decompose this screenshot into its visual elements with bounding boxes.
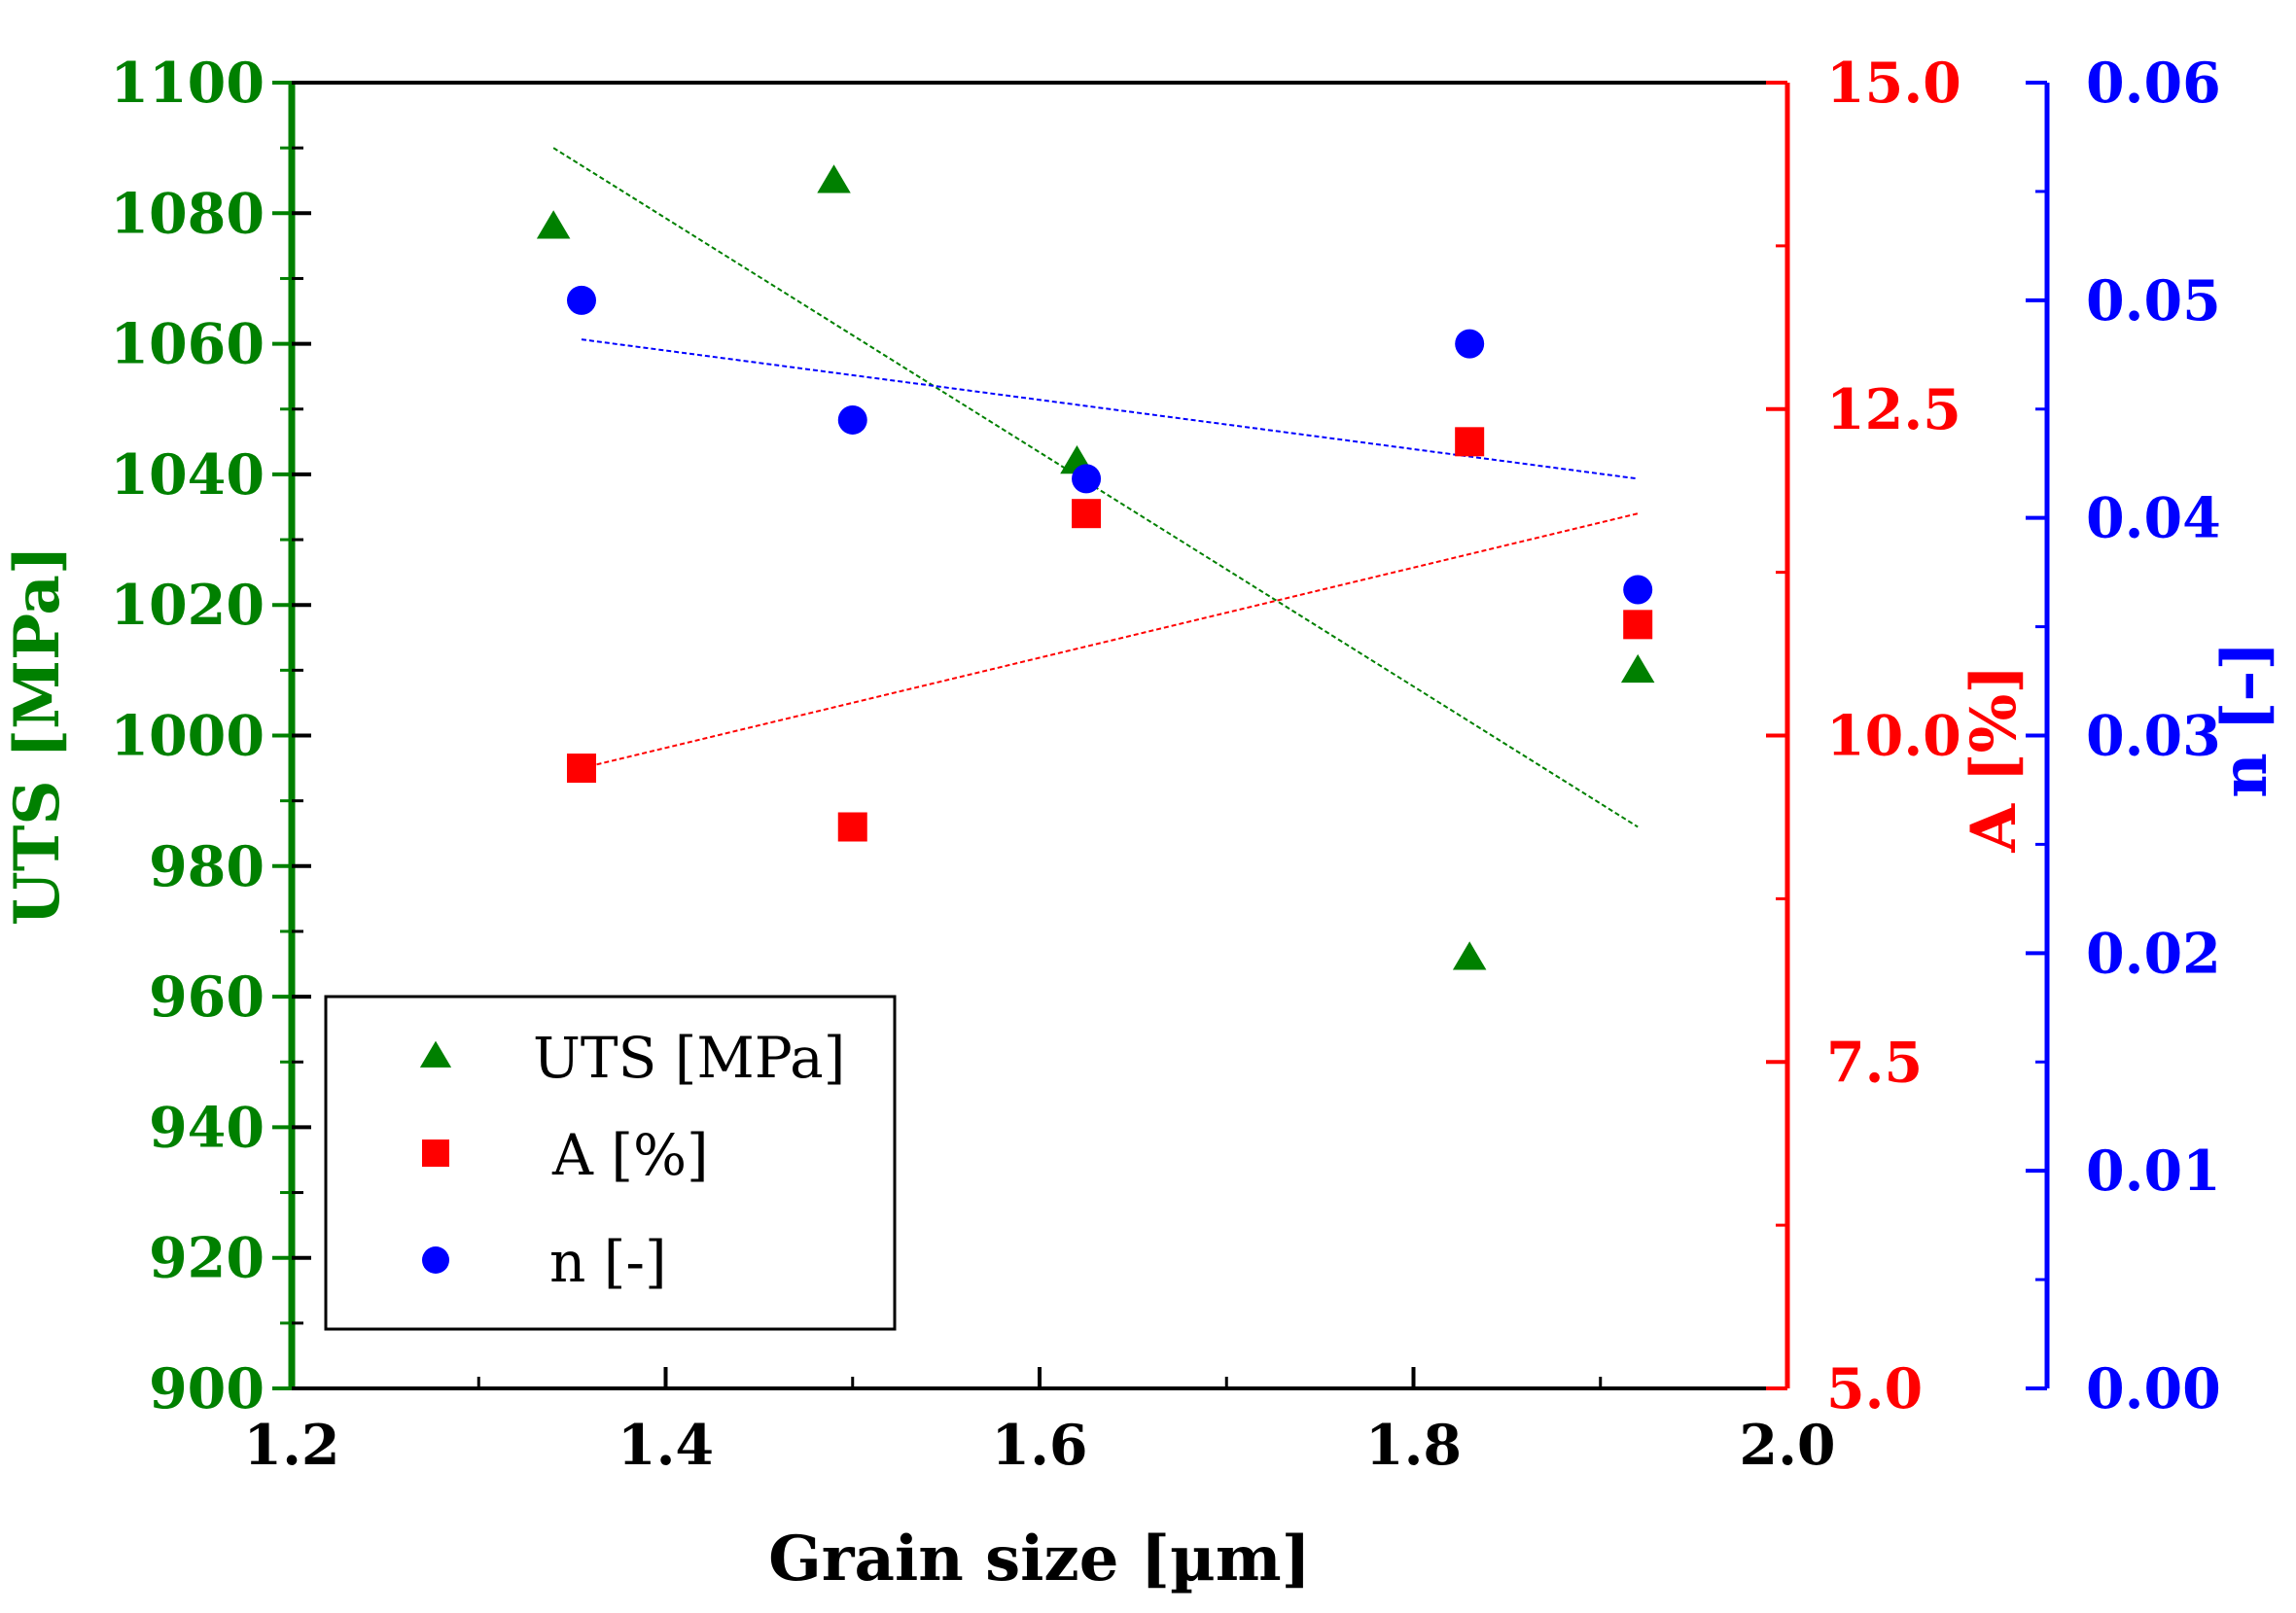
- a-tick-label: 10.0: [1826, 704, 1961, 769]
- a-point: [566, 754, 596, 784]
- uts-tick-label: 1080: [110, 181, 265, 246]
- n-tick-label: 0.03: [2086, 704, 2221, 769]
- a-point: [1072, 499, 1102, 529]
- uts-point: [1452, 941, 1487, 970]
- legend-box: [324, 995, 897, 1331]
- n-point: [1455, 329, 1485, 359]
- uts-tick-label: 940: [149, 1095, 265, 1160]
- uts-tick-label: 960: [149, 964, 265, 1030]
- uts-tick-label: 1060: [110, 312, 265, 377]
- n-point: [566, 285, 596, 315]
- legend-label: n [-]: [549, 1229, 667, 1295]
- n-tick-label: 0.06: [2086, 51, 2221, 116]
- a-tick-label: 12.5: [1826, 377, 1961, 442]
- a-point: [1623, 610, 1653, 640]
- marker-layer: [536, 164, 1655, 970]
- trend-line-n: [581, 338, 1639, 480]
- legend-label: UTS [MPa]: [533, 1025, 845, 1091]
- uts-tick-label: 920: [149, 1226, 265, 1291]
- uts-axis-title: UTS [MPa]: [1, 545, 74, 926]
- a-tick-label: 5.0: [1826, 1356, 1923, 1421]
- a-tick-label: 7.5: [1826, 1030, 1923, 1095]
- n-point: [1072, 464, 1102, 494]
- n-tick-label: 0.00: [2086, 1356, 2221, 1421]
- uts-tick-label: 1000: [110, 704, 265, 769]
- uts-point: [817, 164, 851, 193]
- x-tick-label: 1.2: [243, 1413, 339, 1478]
- uts-point: [1620, 653, 1655, 684]
- a-tick-label: 15.0: [1826, 51, 1961, 116]
- legend: UTS [MPa] A [%] n [-]: [324, 995, 897, 1331]
- legend-marker-a: [422, 1140, 449, 1167]
- x-tick-label: 1.6: [991, 1413, 1087, 1478]
- n-tick-label: 0.01: [2086, 1139, 2221, 1204]
- uts-tick-label: 900: [149, 1356, 265, 1421]
- x-tick-label: 1.8: [1365, 1413, 1462, 1478]
- a-point: [837, 812, 867, 842]
- n-point: [837, 404, 867, 435]
- n-tick-label: 0.05: [2086, 268, 2221, 333]
- legend-marker-uts: [419, 1040, 452, 1068]
- x-tick-label: 2.0: [1739, 1413, 1835, 1478]
- axes-layer: 1.2 1.4 1.6 1.8 2.0 Grain size [µm] 900 920 940 9…: [1, 51, 2281, 1595]
- x-axis-title: Grain size [µm]: [768, 1523, 1311, 1595]
- uts-tick-label: 1100: [110, 51, 265, 116]
- uts-tick-label: 980: [149, 834, 265, 899]
- n-tick-label: 0.02: [2086, 921, 2221, 986]
- x-tick-label: 1.4: [618, 1413, 714, 1478]
- n-point: [1623, 575, 1653, 605]
- trend-line-a: [581, 512, 1639, 770]
- uts-point: [536, 210, 571, 239]
- n-tick-label: 0.04: [2086, 486, 2221, 551]
- a-point: [1455, 427, 1485, 457]
- legend-label: A [%]: [551, 1122, 709, 1188]
- a-axis-title: A [%]: [1958, 664, 2031, 853]
- uts-tick-label: 1020: [110, 573, 265, 638]
- legend-marker-n: [422, 1246, 449, 1274]
- n-axis-title: n [–]: [2208, 641, 2281, 797]
- uts-tick-label: 1040: [110, 442, 265, 508]
